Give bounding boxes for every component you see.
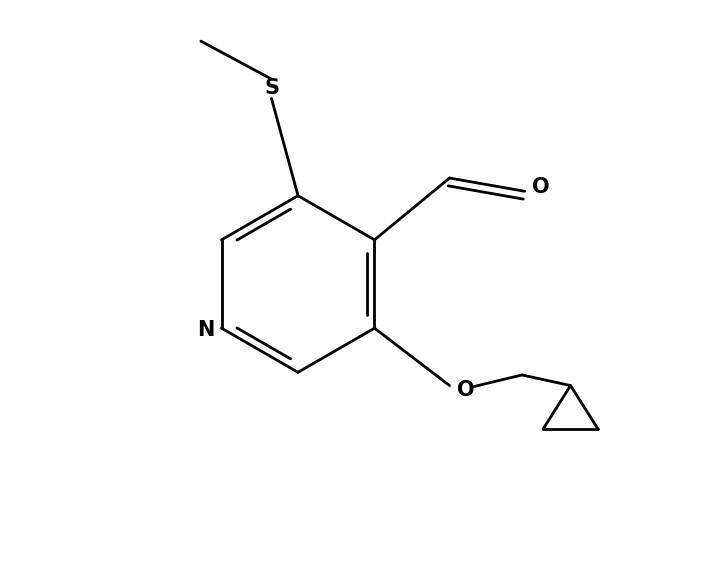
Text: N: N xyxy=(197,320,214,340)
Text: O: O xyxy=(531,177,550,197)
Text: O: O xyxy=(456,380,475,400)
Text: S: S xyxy=(264,78,279,98)
